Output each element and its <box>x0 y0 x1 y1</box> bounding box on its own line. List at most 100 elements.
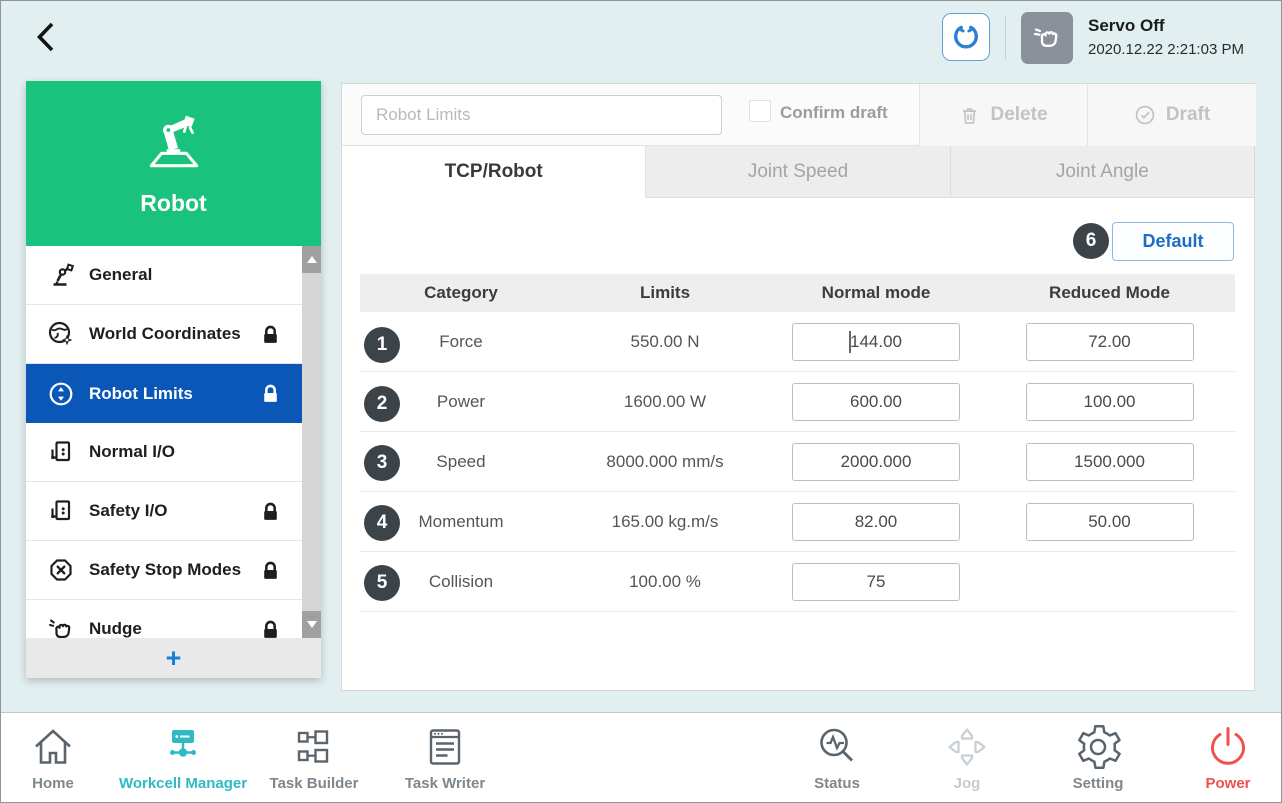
back-button[interactable] <box>29 15 73 59</box>
category-cell: Force <box>439 331 483 351</box>
chevron-left-icon <box>29 19 73 55</box>
callout-badge-6: 6 <box>1073 223 1109 259</box>
limits-table: Category Limits Normal mode Reduced Mode… <box>360 274 1235 612</box>
item-name-input[interactable] <box>361 95 722 135</box>
io-icon <box>47 439 74 465</box>
lock-icon <box>260 501 281 522</box>
gripper-icon <box>951 22 981 52</box>
limits-icon <box>47 381 74 407</box>
limit-cell: 550.00 N <box>630 331 700 351</box>
col-header-normal-mode: Normal mode <box>821 283 931 302</box>
gripper-tool-button[interactable] <box>942 13 990 61</box>
sidebar-item-world-coordinates[interactable]: World Coordinates <box>26 305 321 364</box>
nav-label: Status <box>814 775 860 792</box>
status-icon <box>813 722 861 772</box>
hand-guide-status-tile[interactable] <box>1021 12 1073 64</box>
draft-button[interactable]: Draft <box>1087 84 1256 146</box>
table-row-collision: Collision 100.00 % <box>360 552 1235 612</box>
io-icon <box>47 498 74 524</box>
nav-label: Power <box>1205 775 1251 792</box>
power-reduced-input[interactable] <box>1025 382 1194 421</box>
sidebar-item-label: Safety I/O <box>89 501 168 520</box>
sidebar-item-label: Safety Stop Modes <box>89 560 242 579</box>
nav-task-writer[interactable]: Task Writer <box>355 722 535 792</box>
text-caret <box>849 330 851 353</box>
trash-icon <box>959 105 980 126</box>
callout-badge-4: 4 <box>364 505 400 541</box>
nav-setting[interactable]: Setting <box>1008 722 1188 792</box>
draft-label: Draft <box>1165 104 1211 125</box>
nav-jog[interactable]: Jog <box>877 722 1057 792</box>
sidebar-list: General World Coordinates <box>26 246 321 638</box>
sidebar-scrollbar[interactable] <box>302 246 321 638</box>
default-button[interactable]: Default <box>1112 222 1234 261</box>
nav-home[interactable]: Home <box>1 722 143 792</box>
home-icon <box>29 722 77 772</box>
table-header-row: Category Limits Normal mode Reduced Mode <box>360 274 1235 312</box>
confirm-draft-checkbox[interactable] <box>749 100 771 122</box>
callout-badge-2: 2 <box>364 386 400 422</box>
momentum-reduced-input[interactable] <box>1025 502 1194 541</box>
table-row-force: Force 550.00 N <box>360 312 1235 372</box>
sidebar-item-normal-io[interactable]: Normal I/O <box>26 423 321 482</box>
speed-normal-input[interactable] <box>792 442 960 481</box>
callout-badge-3: 3 <box>364 445 400 481</box>
sidebar-item-label: Normal I/O <box>89 442 175 461</box>
add-workcell-item-button[interactable]: + <box>26 638 321 678</box>
sidebar-item-label: World Coordinates <box>89 324 241 343</box>
callout-badge-5: 5 <box>364 565 400 601</box>
robot-icon <box>141 110 207 176</box>
callout-badge-1: 1 <box>364 327 400 363</box>
nudge-hand-icon <box>47 616 74 638</box>
nav-status[interactable]: Status <box>747 722 927 792</box>
main-panel: Confirm draft Delete Draft TCP/Robot Joi… <box>341 83 1256 691</box>
sidebar-item-nudge[interactable]: Nudge <box>26 600 321 638</box>
power-normal-input[interactable] <box>792 382 960 421</box>
plus-icon: + <box>165 642 182 673</box>
nav-label: Setting <box>1072 775 1124 792</box>
nav-workcell-manager[interactable]: Workcell Manager <box>93 722 273 792</box>
task-writer-icon <box>421 722 469 772</box>
category-cell: Power <box>436 391 486 411</box>
collision-normal-input[interactable] <box>792 562 960 601</box>
sidebar-item-label: General <box>89 265 153 284</box>
hand-icon <box>1030 21 1064 55</box>
tcp-robot-content: Default Category Limits Normal mode Redu… <box>342 198 1254 690</box>
delete-label: Delete <box>990 104 1048 125</box>
tab-joint-angle[interactable]: Joint Angle <box>949 146 1254 198</box>
sidebar-item-general[interactable]: General <box>26 246 321 305</box>
tab-bar: TCP/Robot Joint Speed Joint Angle <box>342 146 1254 198</box>
sidebar-item-safety-io[interactable]: Safety I/O <box>26 482 321 541</box>
force-reduced-input[interactable] <box>1025 322 1194 361</box>
sidebar-item-safety-stop-modes[interactable]: Safety Stop Modes <box>26 541 321 600</box>
tab-joint-speed[interactable]: Joint Speed <box>646 146 950 198</box>
scroll-up-button[interactable] <box>302 246 321 273</box>
momentum-normal-input[interactable] <box>792 502 960 541</box>
col-header-limits: Limits <box>639 283 691 302</box>
toolbar: Confirm draft Delete Draft <box>342 84 1256 146</box>
nav-power[interactable]: Power <box>1138 722 1281 792</box>
globe-icon <box>47 321 74 347</box>
lock-icon <box>260 619 281 639</box>
scroll-down-button[interactable] <box>302 611 321 638</box>
lock-icon <box>260 383 281 404</box>
col-header-reduced-mode: Reduced Mode <box>1049 283 1170 302</box>
nav-label: Workcell Manager <box>118 775 248 792</box>
stop-x-icon <box>47 557 74 583</box>
jog-icon <box>943 722 991 772</box>
force-normal-input[interactable] <box>792 322 960 361</box>
limit-cell: 100.00 % <box>629 571 701 591</box>
sidebar-title: Robot <box>140 190 207 216</box>
delete-button[interactable]: Delete <box>919 84 1087 146</box>
sidebar-item-robot-limits[interactable]: Robot Limits <box>26 364 321 423</box>
nav-task-builder[interactable]: Task Builder <box>224 722 404 792</box>
category-cell: Momentum <box>418 511 504 531</box>
limit-cell: 8000.000 mm/s <box>606 451 724 471</box>
table-row-power: Power 1600.00 W <box>360 372 1235 432</box>
speed-reduced-input[interactable] <box>1025 442 1194 481</box>
tab-tcp-robot[interactable]: TCP/Robot <box>342 146 647 198</box>
bottom-navigation: Home Workcell Manager <box>1 712 1281 802</box>
power-icon <box>1204 722 1252 772</box>
sidebar-item-label: Robot Limits <box>89 383 193 403</box>
